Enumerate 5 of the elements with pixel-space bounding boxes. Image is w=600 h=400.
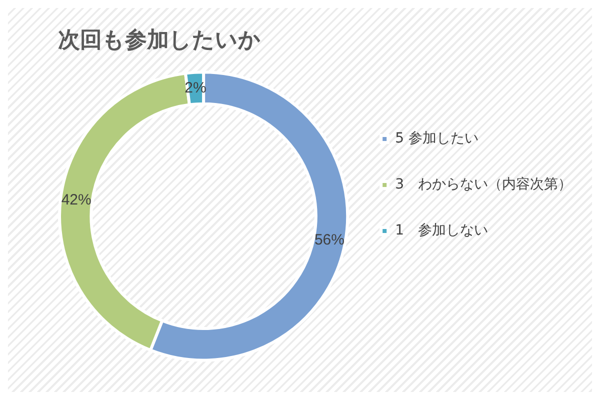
data-label: 56% — [314, 231, 344, 248]
legend-label: 5 参加したい — [395, 130, 478, 147]
chart-title: 次回も参加したいか — [58, 28, 261, 53]
legend-label: 3 わからない（内容次第） — [395, 176, 572, 193]
legend-label: 1 参加しない — [395, 222, 488, 239]
